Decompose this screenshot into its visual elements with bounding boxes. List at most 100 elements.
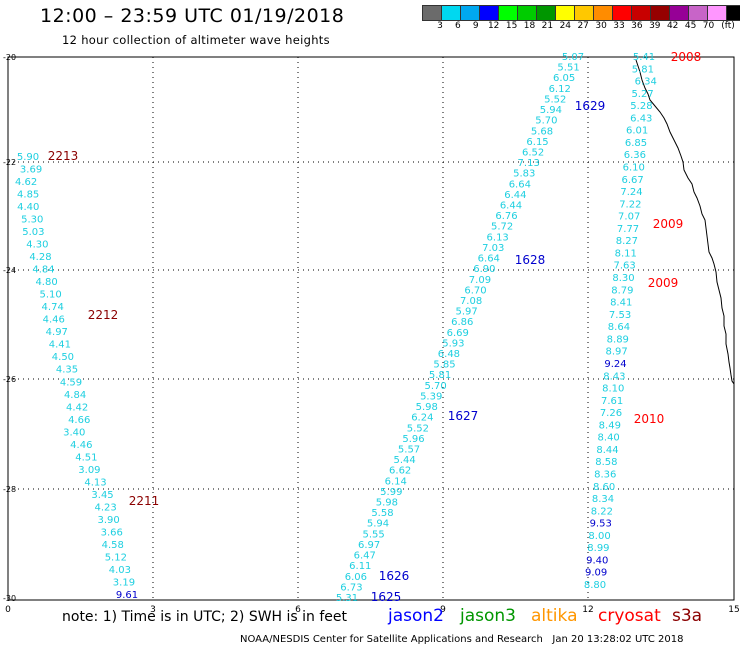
- swh-value: 5.52: [407, 423, 429, 434]
- swh-value: 5.94: [367, 519, 389, 530]
- swh-value: 6.15: [526, 137, 548, 148]
- swh-value: 8.22: [591, 506, 613, 517]
- swh-value: 5.51: [557, 63, 579, 74]
- swh-value: 4.35: [56, 365, 78, 376]
- swh-value: 8.44: [596, 445, 618, 456]
- color-scale-labels: 3 6 9 12 15 18 21 24 27 30 33 36 39 42 45 70 (ft): [422, 21, 740, 35]
- swh-value: 5.81: [429, 370, 451, 381]
- swh-value: 8.36: [594, 469, 616, 480]
- swh-value: 4.42: [66, 402, 88, 413]
- color-scale-label: 12: [487, 21, 500, 31]
- swh-value: 5.93: [442, 338, 464, 349]
- y-tick-label: -26: [3, 375, 16, 384]
- page-title: 12:00 – 23:59 UTC 01/19/2018: [40, 5, 345, 27]
- x-tick-label: 3: [150, 605, 156, 615]
- swh-value: 4.84: [32, 265, 54, 276]
- swh-value: 9.09: [585, 568, 607, 579]
- swh-value: 8.41: [610, 298, 632, 309]
- satellite-legend-cryosat: cryosat: [598, 606, 661, 626]
- satellite-legend-altika: altika: [531, 606, 578, 626]
- swh-value: 5.58: [371, 508, 393, 519]
- swh-value: 5.10: [39, 290, 61, 301]
- swh-value: 5.98: [376, 498, 398, 509]
- swh-value: 4.97: [46, 327, 68, 338]
- color-scale-label: 36: [631, 21, 643, 31]
- swh-value: 3.40: [63, 427, 85, 438]
- color-scale-label: 3: [437, 21, 443, 31]
- x-tick-label: 15: [728, 605, 739, 615]
- x-tick-label: 0: [5, 605, 11, 615]
- pass-id-label: 1629: [575, 99, 606, 113]
- swh-value: 6.13: [487, 232, 509, 243]
- swh-value: 6.06: [345, 572, 367, 583]
- y-tick-label: -28: [3, 485, 16, 494]
- color-scale-label: 39: [649, 21, 661, 31]
- swh-value: 3.09: [78, 465, 100, 476]
- swh-value: 4.41: [49, 340, 71, 351]
- swh-value: 3.66: [101, 527, 123, 538]
- x-tick-label: 6: [295, 605, 301, 615]
- y-tick-label: -24: [3, 266, 16, 275]
- color-scale-label: 42: [666, 21, 679, 31]
- pass-id-label: 2009: [648, 276, 679, 290]
- color-scale-label: 30: [595, 21, 607, 31]
- swh-value: 7.08: [460, 296, 482, 307]
- color-scale-label: 18: [523, 21, 536, 31]
- swh-value: 6.90: [473, 264, 495, 275]
- pass-id-label: 1625: [371, 590, 402, 604]
- swh-value: 8.30: [612, 273, 634, 284]
- color-scale-label: 27: [577, 21, 589, 31]
- swh-value: 5.55: [362, 529, 384, 540]
- satellite-legend-s3a: s3a: [672, 606, 703, 626]
- swh-value: 5.39: [420, 391, 442, 402]
- swh-value: 5.83: [513, 169, 535, 180]
- swh-value: 5.30: [21, 215, 43, 226]
- units-note: note: 1) Time is in UTC; 2) SWH is in fe…: [62, 609, 348, 625]
- swh-value: 6.44: [504, 190, 526, 201]
- color-scale-label: 24: [559, 21, 572, 31]
- color-scale-label: 45: [684, 21, 697, 31]
- swh-value: 9.53: [590, 519, 612, 530]
- swh-value: 5.96: [402, 434, 424, 445]
- swh-value: 4.28: [29, 252, 51, 263]
- color-scale-bar: [422, 5, 740, 21]
- swh-value: 8.60: [593, 482, 615, 493]
- color-scale-label: 15: [505, 21, 518, 31]
- swh-value: 6.67: [621, 175, 643, 186]
- pass-id-label: 2008: [671, 50, 702, 64]
- swh-value: 7.09: [469, 275, 491, 286]
- swh-value: 4.80: [35, 277, 57, 288]
- swh-value: 5.85: [433, 360, 455, 371]
- swh-value: 8.89: [607, 334, 629, 345]
- swh-value: 6.36: [624, 150, 646, 161]
- satellite-legend-jason3: jason3: [460, 606, 516, 626]
- swh-value: 6.62: [389, 466, 411, 477]
- swh-value: 4.03: [109, 565, 131, 576]
- swh-value: 8.80: [584, 580, 606, 591]
- swh-value: 5.03: [22, 227, 44, 238]
- swh-value: 6.43: [630, 113, 652, 124]
- swh-value: 6.05: [553, 73, 575, 84]
- swh-value: 6.70: [464, 285, 486, 296]
- swh-value: 5.72: [491, 222, 513, 233]
- swh-value: 6.10: [623, 163, 645, 174]
- swh-value: 8.99: [587, 543, 609, 554]
- swh-value: 8.11: [615, 248, 637, 259]
- y-tick-label: -22: [3, 158, 16, 167]
- swh-value: 7.13: [518, 158, 540, 169]
- y-tick-label: -30: [3, 594, 16, 603]
- swh-value: 6.97: [358, 540, 380, 551]
- swh-value: 3.90: [98, 515, 120, 526]
- swh-value: 7.24: [620, 187, 642, 198]
- swh-value: 6.86: [451, 317, 473, 328]
- swh-value: 9.24: [604, 359, 626, 370]
- swh-value: 6.52: [522, 147, 544, 158]
- swh-value: 4.23: [94, 502, 116, 513]
- color-scale-swatch: [726, 5, 740, 21]
- swh-value: 5.97: [456, 307, 478, 318]
- swh-value: 5.70: [424, 381, 446, 392]
- swh-value: 4.46: [70, 440, 92, 451]
- swh-value: 9.61: [116, 590, 138, 601]
- swh-value: 4.13: [84, 477, 106, 488]
